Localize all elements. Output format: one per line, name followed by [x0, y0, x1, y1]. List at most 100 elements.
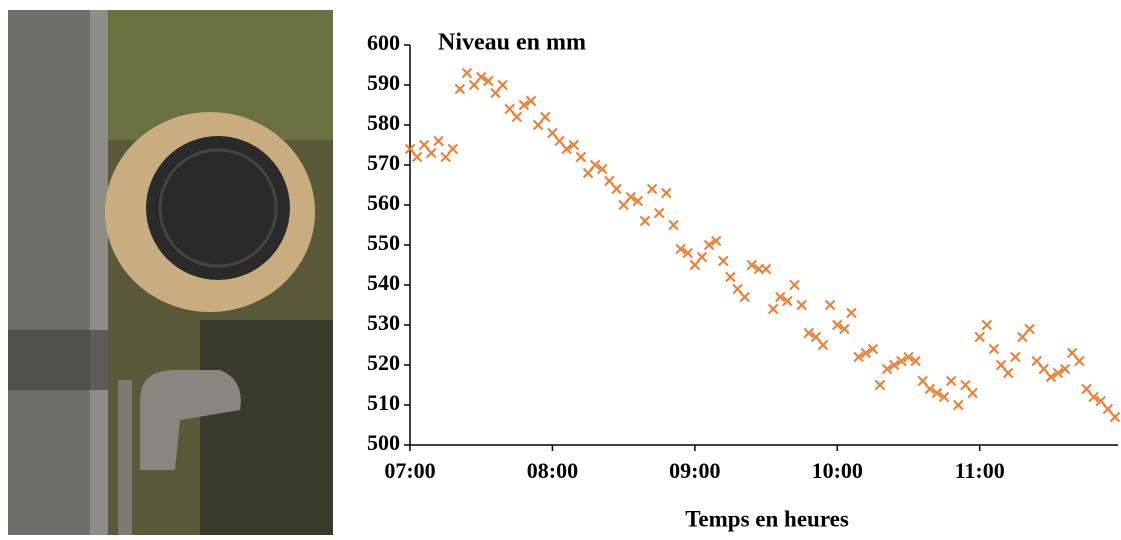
data-point: [404, 143, 416, 155]
data-point: [554, 135, 565, 147]
data-point: [497, 79, 508, 91]
data-point: [561, 143, 572, 155]
data-point: [654, 207, 665, 219]
data-point: [760, 263, 772, 275]
data-point: [511, 111, 523, 123]
slab-shadow: [8, 330, 108, 390]
pipe: [140, 370, 241, 470]
data-point: [881, 363, 893, 375]
y-tick-label: 520: [367, 350, 400, 375]
data-point: [1081, 383, 1092, 395]
data-point: [910, 355, 921, 367]
data-point: [782, 295, 793, 307]
data-point: [483, 75, 494, 87]
y-tick-label: 500: [367, 430, 400, 455]
y-tick-label: 530: [367, 310, 400, 335]
data-point: [1067, 347, 1078, 359]
data-point: [525, 95, 537, 107]
data-point: [889, 359, 900, 371]
data-point: [646, 183, 658, 195]
data-point: [860, 347, 871, 359]
data-point: [832, 319, 843, 331]
data-point: [789, 279, 800, 291]
data-point: [1031, 355, 1042, 367]
y-tick-label: 580: [367, 110, 400, 135]
data-point: [490, 87, 501, 99]
data-point: [426, 147, 437, 159]
data-point: [903, 351, 914, 363]
data-point: [796, 299, 807, 311]
y-tick-label: 600: [367, 30, 400, 55]
data-point: [625, 191, 636, 203]
data-point: [668, 219, 679, 231]
data-point: [810, 331, 822, 343]
data-point: [1088, 391, 1099, 403]
data-point: [696, 251, 708, 263]
data-point: [568, 139, 579, 151]
data-point: [746, 259, 758, 271]
data-point: [597, 163, 608, 175]
data-point: [817, 339, 829, 351]
data-point: [732, 283, 743, 295]
data-point: [960, 379, 971, 391]
data-point: [775, 291, 786, 303]
x-tick-label: 07:00: [384, 458, 435, 483]
data-point: [461, 67, 473, 79]
data-point: [604, 175, 615, 187]
data-point: [661, 187, 672, 199]
data-point: [1074, 355, 1085, 367]
data-point: [411, 151, 423, 163]
data-point: [1002, 367, 1014, 379]
data-point: [1024, 323, 1035, 335]
data-point: [1095, 395, 1106, 407]
data-point: [839, 323, 850, 335]
y-tick-label: 510: [367, 390, 400, 415]
data-point: [725, 271, 736, 283]
data-point: [433, 135, 444, 147]
data-point: [575, 151, 587, 163]
data-point: [1010, 351, 1021, 363]
data-point: [589, 159, 601, 171]
data-point: [703, 239, 715, 251]
data-point: [853, 351, 864, 363]
x-tick-label: 10:00: [812, 458, 863, 483]
data-point: [995, 359, 1007, 371]
data-point: [504, 103, 515, 115]
data-point: [582, 167, 594, 179]
data-point: [1052, 367, 1064, 379]
data-point: [454, 83, 466, 95]
data-point: [1045, 371, 1057, 383]
data-point: [518, 99, 530, 111]
data-point: [540, 111, 551, 123]
data-point: [938, 391, 950, 403]
x-tick-label: 08:00: [527, 458, 578, 483]
data-point: [639, 215, 651, 227]
data-point: [981, 319, 993, 331]
data-point: [611, 183, 622, 195]
data-point: [1109, 411, 1121, 423]
data-point: [867, 343, 879, 355]
data-point: [675, 243, 686, 255]
data-point: [718, 255, 729, 267]
y-tick-label: 570: [367, 150, 400, 175]
data-point: [917, 375, 928, 387]
data-point: [946, 375, 957, 387]
x-tick-label: 11:00: [955, 458, 1005, 483]
data-point: [953, 399, 964, 411]
data-point: [419, 139, 430, 151]
data-point: [447, 143, 458, 155]
data-point: [846, 307, 857, 319]
data-point: [632, 195, 644, 207]
data-point: [468, 79, 480, 91]
data-point: [532, 119, 544, 131]
y-tick-label: 560: [367, 190, 400, 215]
chart-title: Niveau en mm: [438, 30, 586, 56]
photo: [8, 10, 333, 535]
data-point: [967, 387, 978, 399]
data-point: [476, 71, 487, 83]
data-point: [896, 355, 907, 367]
data-point: [824, 299, 836, 311]
data-point: [1102, 403, 1114, 415]
data-point: [739, 291, 750, 303]
